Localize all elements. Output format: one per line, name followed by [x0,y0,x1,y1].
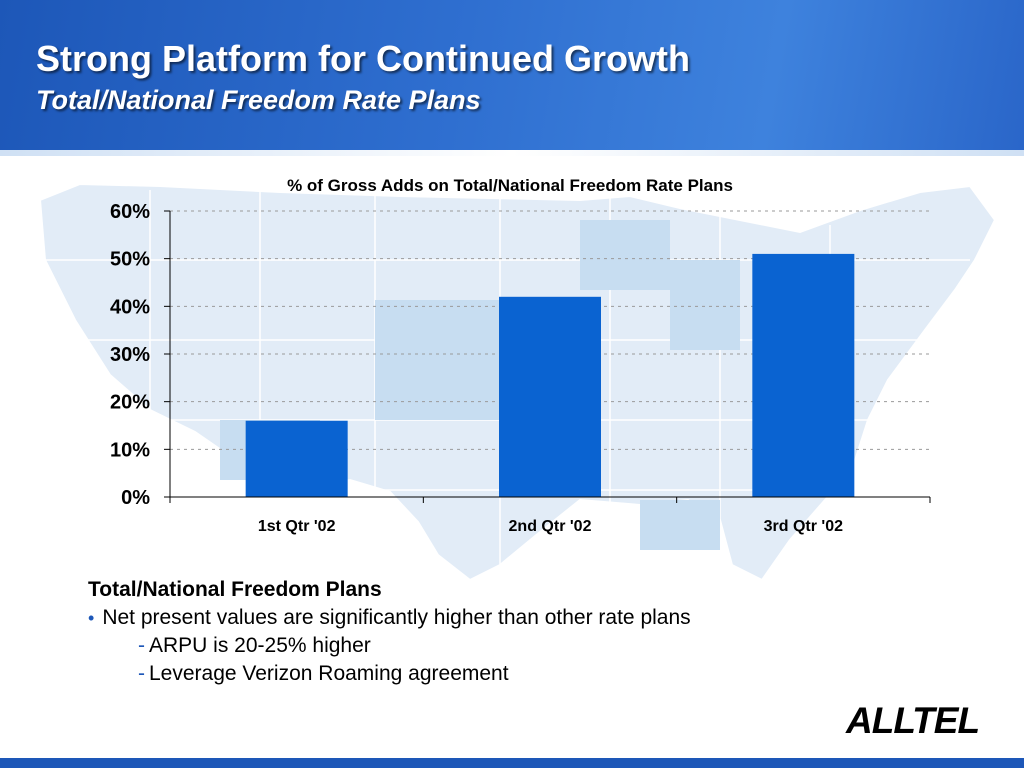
bar [499,296,601,497]
chart-title: % of Gross Adds on Total/National Freedo… [287,176,733,195]
chart-x-tick-labels: 1st Qtr '02 2nd Qtr '02 3rd Qtr '02 [258,518,843,535]
bullet-heading: Total/National Freedom Plans [88,578,382,601]
sub-bullet-text: ARPU is 20-25% higher [149,634,371,657]
bullet-marker: • [88,608,95,628]
sub-bullet-item: - ARPU is 20-25% higher [88,634,691,658]
bar [752,253,855,497]
x-tick-label: 1st Qtr '02 [258,518,336,535]
bullet-text: Net present values are significantly hig… [102,606,691,629]
bullet-item: • Net present values are significantly hi… [88,606,691,630]
slide-header: Strong Platform for Continued Growth Tot… [0,0,1024,150]
sub-bullet-text: Leverage Verizon Roaming agreement [149,662,509,685]
y-tick-label: 20% [110,392,150,414]
slide-title: Strong Platform for Continued Growth [36,38,690,79]
y-tick-label: 50% [110,249,150,271]
slide-subtitle: Total/National Freedom Rate Plans [36,85,481,115]
bullet-section: Total/National Freedom Plans • Net presen… [88,578,691,690]
alltel-logo: ALLTEL [846,700,980,741]
footer-bar [0,758,1024,768]
chart-bars [245,253,855,497]
y-tick-label: 10% [110,439,150,461]
y-tick-label: 40% [110,296,150,318]
x-tick-label: 3rd Qtr '02 [764,518,843,535]
y-tick-label: 60% [110,201,150,223]
bar [245,420,348,497]
header-divider [0,150,1024,156]
chart-y-tick-labels: 0% 10% 20% 30% 40% 50% 60% [110,201,150,509]
y-tick-label: 30% [110,344,150,366]
sub-bullet-marker: - [138,634,145,657]
x-tick-label: 2nd Qtr '02 [509,518,592,535]
y-tick-label: 0% [121,487,150,509]
map-highlight-regions [220,220,740,550]
sub-bullet-marker: - [138,662,145,685]
chart-axes [164,210,931,503]
sub-bullet-item: - Leverage Verizon Roaming agreement [88,662,691,686]
